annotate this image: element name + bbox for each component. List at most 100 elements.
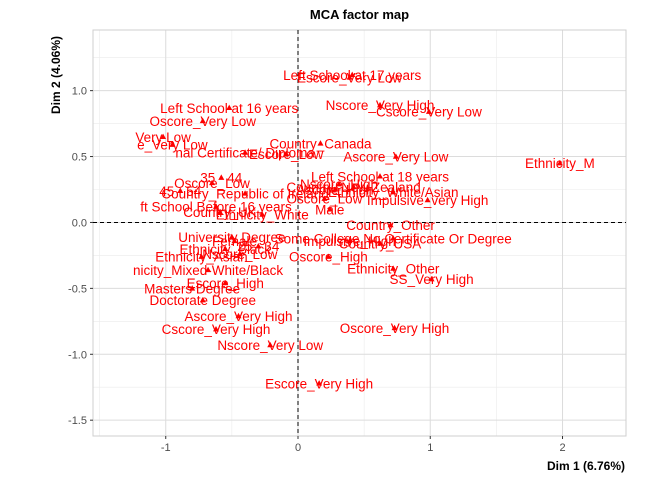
x-tick-label: 1 (427, 442, 433, 454)
data-point (326, 206, 333, 212)
data-point (231, 237, 238, 244)
data-point (325, 253, 332, 259)
data-point-label: Country_Other (346, 218, 435, 233)
data-point-label: Nscore_Very High (326, 98, 435, 113)
data-point (199, 297, 206, 303)
data-point-label: Oscore_Low (174, 176, 250, 191)
data-point (177, 187, 184, 194)
ticks: -1 0 1 2 -1.5 -1.0 -0.5 0.0 0.5 1.0 (68, 86, 566, 454)
data-point-label: Ethnicity_White (216, 208, 309, 223)
data-point (390, 188, 397, 195)
data-point (216, 208, 223, 215)
points (160, 71, 563, 386)
data-point (424, 196, 431, 203)
data-point (222, 279, 229, 286)
data-point (236, 250, 243, 257)
data-point (242, 149, 249, 155)
data-point (425, 108, 432, 114)
data-point-label: Ascore_Very Low (343, 150, 448, 165)
data-point-label: nicity_Mixed-White/Black (133, 263, 283, 278)
data-point (169, 141, 176, 147)
data-point-label: Country_Canada (269, 136, 372, 151)
data-point (377, 173, 383, 179)
data-point-label: Female (212, 234, 257, 249)
y-tick-label: -0.5 (68, 283, 87, 295)
data-point-label: Ethnicity_Black (179, 242, 271, 257)
data-point-label: nal Certificate/ Diploma (175, 146, 315, 161)
data-point (226, 104, 233, 110)
data-point-label: Ethnicity_Other (347, 262, 440, 277)
data-point (321, 195, 328, 201)
y-tick-label: 1.0 (72, 86, 87, 98)
grid (92, 29, 627, 437)
data-point (428, 275, 435, 282)
panel-border (92, 29, 627, 437)
data-point-label: Left School at 17 years (283, 68, 421, 83)
data-point (556, 159, 563, 166)
data-point (189, 285, 196, 291)
data-point (160, 133, 167, 139)
data-point (198, 253, 205, 259)
data-point-label: 45 - 54 (159, 184, 202, 199)
data-point-label: Nscore_High (300, 177, 378, 192)
data-point-label: Ethnicity_White/Asian (328, 185, 459, 200)
data-point-label: Ascore_High (296, 183, 373, 198)
data-point-label: 25 - 34 (237, 239, 280, 254)
data-point (259, 211, 266, 217)
data-point-label: 35 - 44 (200, 171, 243, 186)
data-point-label: Oscore_Very Low (149, 114, 256, 129)
x-tick-label: -1 (161, 442, 171, 454)
data-point-label: Very Low (135, 130, 191, 145)
data-point (228, 233, 235, 240)
data-point (205, 266, 212, 273)
data-point (213, 203, 219, 209)
data-point-label: Some College,No Certificate Or Degree (275, 231, 512, 246)
data-point (377, 101, 383, 108)
y-axis-title: Dim 2 (4.06%) (49, 36, 63, 114)
reference-lines (93, 30, 626, 436)
data-point-label: Nscore_Low (202, 247, 277, 262)
data-point (199, 117, 206, 124)
data-point (392, 153, 399, 159)
data-point-label: e_Very Low (137, 138, 208, 153)
data-point (346, 237, 353, 244)
data-point (242, 190, 249, 196)
data-point-label: Male (315, 202, 344, 217)
data-point (267, 341, 274, 348)
y-tick-label: -1.0 (68, 349, 87, 361)
data-point (332, 186, 339, 192)
data-point-label: Country_New Zealand (286, 180, 420, 195)
data-point (391, 324, 398, 331)
data-point-label: Oscore_Very High (340, 321, 450, 336)
x-tick-label: 2 (559, 442, 565, 454)
data-point-label: ft School Before 16 years (140, 200, 292, 215)
data-point-label: Cscore_Very Low (376, 105, 482, 120)
data-point-label: Country_Republic of Ireland (161, 186, 328, 201)
data-point-label: Oscore_High (289, 250, 368, 265)
data-point (390, 265, 397, 271)
data-point-label: Ascore_Very High (184, 309, 292, 324)
panel-background (93, 30, 626, 436)
data-point-label: SS_Very High (390, 272, 474, 287)
x-axis-title: Dim 1 (6.76%) (547, 459, 625, 473)
data-point (387, 221, 394, 228)
data-point (346, 74, 353, 80)
data-point (390, 235, 397, 241)
data-point (349, 71, 356, 78)
data-point-label: Ethnicity_M (525, 156, 595, 171)
data-point-label: Ethnicity_Asian (155, 250, 247, 265)
data-point-label: Escore_Very Low (297, 70, 402, 85)
y-tick-label: -1.5 (68, 415, 87, 427)
y-tick-label: 0.5 (72, 152, 87, 164)
data-point-label: Doctorate Degree (149, 293, 256, 308)
data-point-label: Escore_Very High (265, 376, 373, 391)
data-point (255, 242, 262, 249)
data-point-label: Nscore_Very Low (217, 338, 323, 353)
data-point-label: Country_USA (339, 237, 422, 252)
data-point-label: Escore_Low (249, 147, 324, 162)
data-point-label: Oscore_Low (287, 192, 363, 207)
y-tick-label: 0.0 (72, 217, 87, 229)
data-point-label: Left School at 18 years (311, 169, 449, 184)
